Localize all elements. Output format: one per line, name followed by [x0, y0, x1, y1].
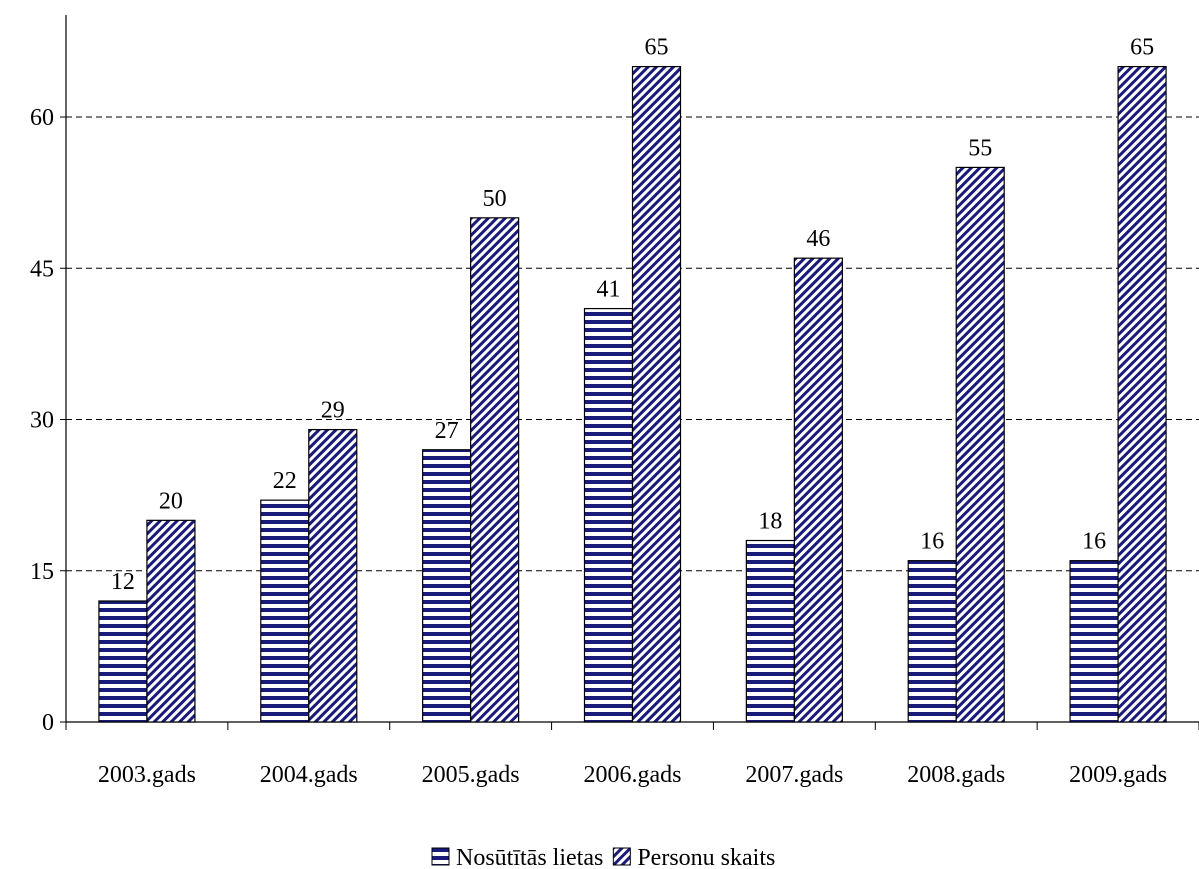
- x-tick-label: 2007.gads: [745, 762, 843, 788]
- bar-nosutitas-lietas: [422, 449, 472, 723]
- x-tick-label: 2003.gads: [98, 762, 196, 788]
- gridlines: [66, 116, 1199, 572]
- bar-nosutitas-lietas: [98, 600, 148, 723]
- y-tick-label: 45: [30, 256, 54, 282]
- bar-personu-skaits: [793, 257, 843, 723]
- y-tick-label: 0: [42, 710, 54, 736]
- data-label: 12: [111, 569, 135, 595]
- x-tick-label: 2006.gads: [584, 762, 682, 788]
- bars: [98, 65, 1167, 723]
- x-tick-label: 2008.gads: [907, 762, 1005, 788]
- data-label: 29: [321, 398, 345, 424]
- y-tick-label: 60: [30, 105, 54, 131]
- data-label: 18: [758, 509, 782, 535]
- data-label: 55: [968, 135, 992, 161]
- x-tick-label: 2009.gads: [1069, 762, 1167, 788]
- bar-personu-skaits: [308, 428, 358, 723]
- legend-label: Personu skaits: [637, 845, 775, 869]
- data-label: 46: [806, 226, 830, 252]
- x-tick-label: 2005.gads: [422, 762, 520, 788]
- data-label: 27: [435, 418, 459, 444]
- legend: Nosūtītās lietas Personu skaits: [431, 845, 775, 869]
- data-label: 41: [597, 277, 621, 303]
- legend-label: Nosūtītās lietas: [456, 845, 603, 869]
- data-label: 65: [645, 35, 669, 61]
- bar-personu-skaits: [470, 217, 520, 723]
- data-labels: 12 20 22 29 27 50 41 65 18 46 16 55 16 65: [111, 35, 1154, 595]
- y-tick-label: 30: [30, 408, 54, 434]
- bar-nosutitas-lietas: [745, 539, 795, 723]
- bar-nosutitas-lietas: [583, 307, 634, 723]
- data-label: 20: [159, 488, 183, 514]
- data-label: 50: [483, 186, 507, 212]
- bar-nosutitas-lietas: [1069, 560, 1119, 723]
- legend-swatch: [612, 847, 631, 866]
- bar-personu-skaits: [631, 65, 682, 723]
- y-tick-label: 15: [30, 559, 54, 585]
- bar-personu-skaits: [955, 166, 1005, 723]
- data-label: 16: [920, 529, 944, 555]
- bar-personu-skaits: [146, 519, 196, 723]
- axes: 0 15 30 45 60 2003.gads 2004.gads 2005.gads 2006…: [30, 15, 1199, 788]
- bar-personu-skaits: [1117, 65, 1167, 723]
- data-label: 16: [1082, 529, 1106, 555]
- x-tick-label: 2004.gads: [260, 762, 358, 788]
- data-label: 65: [1130, 35, 1154, 61]
- bar-nosutitas-lietas: [907, 560, 957, 723]
- legend-swatch: [431, 847, 450, 866]
- bar-nosutitas-lietas: [260, 499, 310, 723]
- data-label: 22: [273, 468, 297, 494]
